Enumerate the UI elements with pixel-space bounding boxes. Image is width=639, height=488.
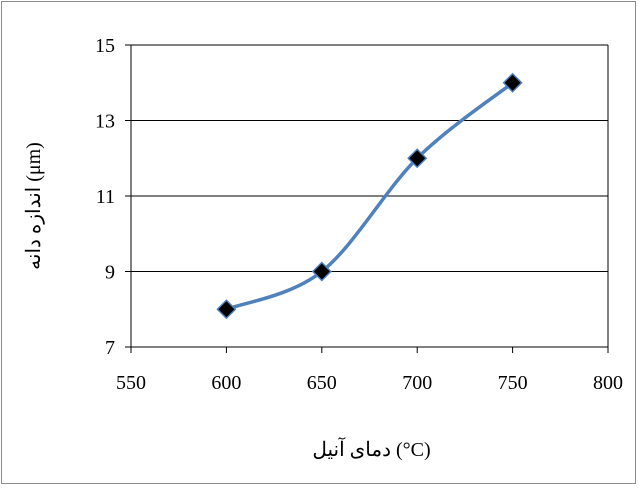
data-point-marker bbox=[216, 299, 237, 320]
y-tick-label: 13 bbox=[95, 111, 115, 133]
data-point-marker bbox=[502, 72, 523, 93]
data-point-marker bbox=[311, 261, 332, 282]
x-tick-label: 700 bbox=[402, 372, 432, 394]
y-tick-label: 15 bbox=[95, 35, 115, 57]
x-tick-label: 800 bbox=[593, 372, 623, 394]
y-tick-label: 9 bbox=[105, 262, 115, 284]
x-axis-title: دمای آنیل (°C) bbox=[312, 437, 430, 461]
x-tick-label: 550 bbox=[116, 372, 146, 394]
y-axis-title: اندازه دانه (μm) bbox=[23, 142, 45, 270]
grain-size-chart: 7 9 11 13 15 550 600 650 700 750 800 دمای آنیل (°C)… bbox=[23, 35, 623, 461]
series-line bbox=[224, 81, 515, 311]
x-tick-label: 600 bbox=[211, 372, 241, 394]
y-tick-label: 11 bbox=[96, 186, 115, 208]
y-tick-label: 7 bbox=[105, 337, 115, 359]
data-point-marker bbox=[407, 148, 428, 169]
x-tick-label: 750 bbox=[498, 372, 528, 394]
x-tick-label: 650 bbox=[307, 372, 337, 394]
